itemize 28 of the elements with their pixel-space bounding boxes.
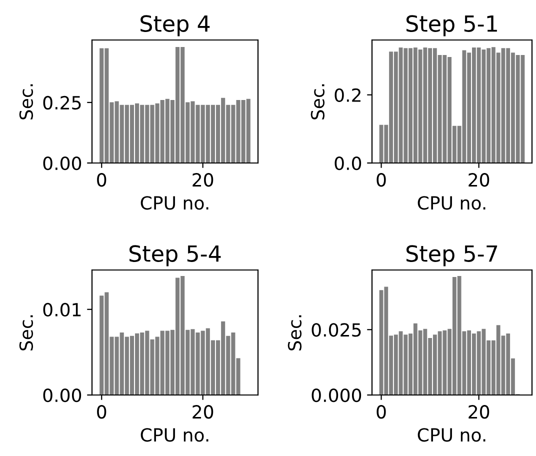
x-axis-title: CPU no.: [418, 428, 486, 442]
x-tick-label: 0: [97, 173, 106, 187]
y-tick-label: 0.025: [312, 323, 361, 337]
x-tick-label: 20: [192, 405, 214, 419]
y-tick-label: 0.01: [43, 302, 81, 316]
y-tick-label: 0.0: [334, 156, 362, 170]
chart-title: Step 5-1: [406, 15, 497, 36]
y-tick-label: 0.2: [334, 88, 360, 102]
x-tick-label: 20: [468, 173, 490, 187]
x-tick-label: 0: [97, 405, 106, 419]
x-axis-title: CPU no.: [418, 196, 486, 210]
x-axis-title: CPU no.: [140, 196, 208, 210]
y-tick-label: 0.00: [43, 156, 82, 170]
x-tick-label: 20: [468, 405, 490, 419]
y-tick-label: 0.25: [43, 96, 81, 110]
chart-title: Step 5-7: [406, 245, 498, 266]
y-tick-label: 0.00: [43, 388, 82, 402]
y-axis-title: Sec.: [288, 315, 302, 350]
x-tick-label: 0: [376, 173, 386, 187]
chart-title: Step 4: [140, 15, 210, 36]
x-axis-title: CPU no.: [140, 428, 208, 442]
y-tick-label: 0.000: [312, 388, 362, 402]
chart-title: Step 5-4: [129, 245, 221, 266]
y-axis-title: Sec.: [310, 84, 325, 120]
y-axis-title: Sec.: [19, 84, 34, 120]
x-tick-label: 0: [376, 405, 386, 419]
x-tick-label: 20: [192, 173, 214, 187]
y-axis-title: Sec.: [19, 315, 34, 350]
